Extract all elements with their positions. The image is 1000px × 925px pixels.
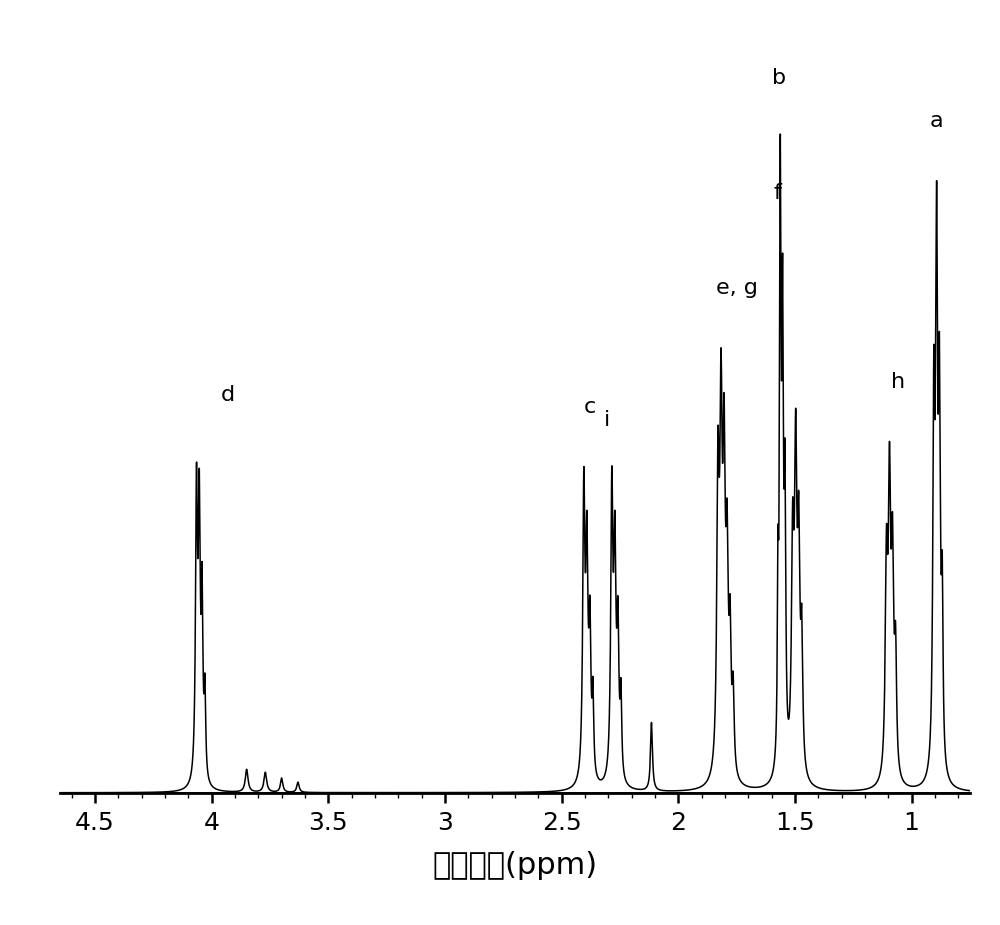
Text: a: a	[929, 111, 943, 131]
Text: i: i	[604, 411, 610, 430]
Text: d: d	[221, 386, 235, 405]
Text: b: b	[772, 68, 786, 88]
Text: f: f	[774, 183, 781, 204]
Text: c: c	[584, 397, 596, 417]
Text: e, g: e, g	[716, 278, 758, 298]
X-axis label: 化学位移(ppm): 化学位移(ppm)	[432, 852, 598, 881]
Text: h: h	[891, 372, 905, 392]
